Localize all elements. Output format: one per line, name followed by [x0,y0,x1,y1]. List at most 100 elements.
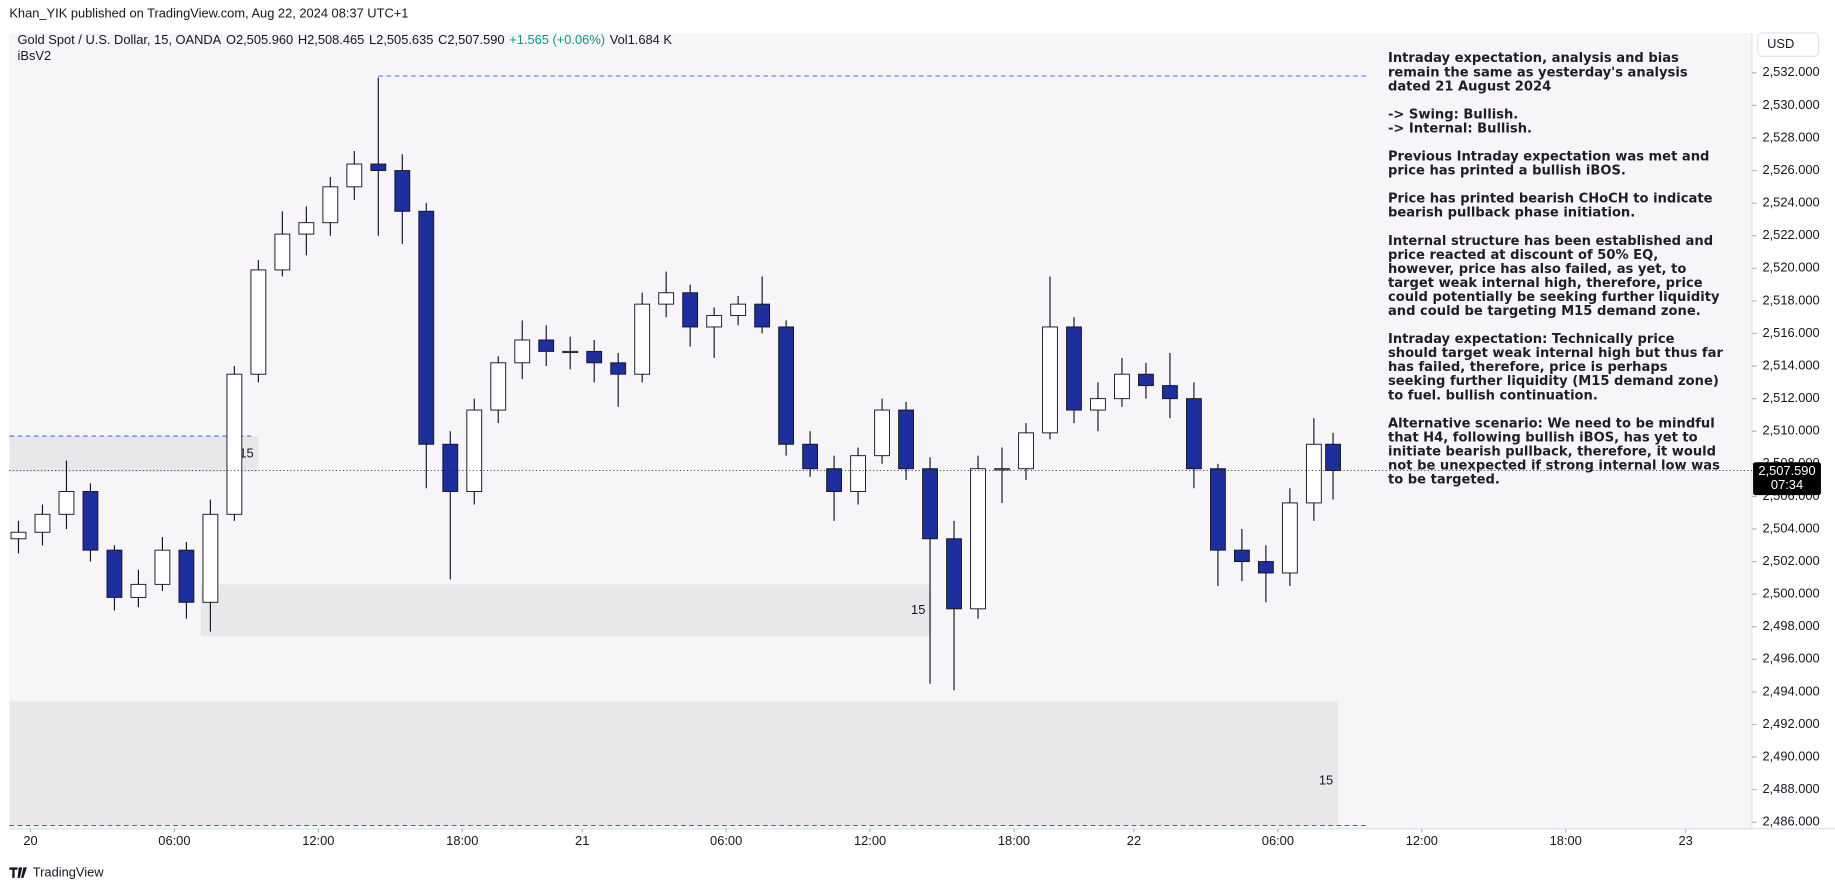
note-paragraph: Price has printed bearish CHoCH to indic… [1387,190,1713,221]
ohlc-value: Vol1.684 K [610,33,673,48]
y-tick-label: 2,498.000 [1762,618,1819,633]
x-tick-label: 06:00 [1262,833,1294,848]
candle-body [850,455,866,492]
y-tick-label: 2,512.000 [1762,390,1819,405]
candle-body [610,362,627,375]
candle-body [778,326,795,445]
note-box: Intraday expectation, analysis and bias … [1388,52,1727,487]
y-tick-label: 2,528.000 [1762,129,1819,144]
price-axis-background [1751,32,1835,829]
y-tick-label: 2,490.000 [1762,748,1819,763]
candle-body [178,549,195,603]
x-tick-label: 18:00 [998,833,1030,848]
ohlc-value: +1.565 (+0.06%) [509,33,605,48]
price-tag-label: 2,507.590 [1758,463,1815,478]
candle-body [1305,443,1322,504]
symbol-legend: Gold Spot / U.S. Dollar, 15, OANDA O2,505… [18,33,673,48]
candle-body [442,443,459,492]
candle-body [202,513,219,603]
candle-body [562,350,579,354]
y-tick-label: 2,492.000 [1762,716,1819,731]
candle-body [994,468,1010,471]
candle-body [154,549,171,585]
y-tick-label: 2,502.000 [1762,553,1819,568]
candle-body [826,468,843,492]
candle-body [250,269,267,375]
candle-body [226,373,243,515]
note-paragraph: Intraday expectation, analysis and bias … [1387,51,1688,94]
x-tick-label: 12:00 [1406,833,1438,848]
ohlc-value: O2,505.960 [226,33,293,48]
y-tick-label: 2,522.000 [1762,227,1819,242]
note-paragraph: Intraday expectation: Technically price … [1387,331,1723,403]
candle-body [106,549,123,598]
candle-body [730,303,747,317]
note-paragraph: -> Swing: Bullish. -> Internal: Bullish. [1387,106,1533,136]
footer-brand: TradingView [33,865,104,880]
candle-body [82,491,99,551]
ohlc-value: L2,505.635 [369,33,433,48]
x-tick-label: 18:00 [446,833,478,848]
candle-body [514,339,531,364]
candle-body [130,583,147,598]
symbol: Gold Spot / U.S. Dollar, 15, OANDA [18,33,222,48]
zone-label: 15 [911,602,925,617]
candle-body [1114,373,1130,400]
ohlc-value: C2,507.590 [438,33,505,48]
candle-body [58,491,75,515]
candle-body [658,292,675,305]
candle-body [706,315,723,328]
x-tick-label: 23 [1679,833,1693,848]
y-tick-label: 2,496.000 [1762,651,1819,666]
candle-body [466,409,483,492]
candle-body [682,292,699,328]
candle-body [490,362,507,411]
candle-body [370,163,387,172]
candle-body [1186,398,1202,470]
candle-body [274,233,291,271]
candle-body [874,409,890,457]
candle-body [346,163,363,188]
y-tick-label: 2,510.000 [1762,423,1819,438]
y-tick-label: 2,530.000 [1762,97,1819,112]
candle-body [322,186,339,224]
zone [9,436,259,472]
zone [9,701,1338,826]
candle-body [394,170,411,212]
candle-body [298,222,315,235]
x-tick-label: 22 [1127,833,1141,848]
x-tick-label: 18:00 [1550,833,1582,848]
x-tick-label: 20 [23,833,37,848]
candle-body [1138,373,1154,387]
price-tag-box [1753,462,1821,496]
y-tick-label: 2,514.000 [1762,357,1819,372]
candle-body [1042,326,1058,434]
x-tick-label: 06:00 [158,833,190,848]
publisher: Khan_YIK published on TradingView.com, A… [9,6,408,21]
candle-body [586,350,603,364]
y-tick-label: 2,532.000 [1762,64,1819,79]
zone-label: 15 [239,445,253,460]
candle-body [1066,326,1082,411]
candle-body [802,443,819,470]
candle-body [946,538,962,610]
ohlc-value: H2,508.465 [298,33,365,48]
candle-body [418,210,435,445]
overlay: 15 15 15 [9,75,1370,826]
currency: USD [1767,36,1794,51]
y-tick-label: 2,488.000 [1762,781,1819,796]
logo-mark [9,867,27,878]
candle-body [1162,385,1178,400]
footer-logo: TradingView [9,865,104,880]
candle-body [922,468,938,540]
candle-body [970,468,986,610]
y-tick-label: 2,516.000 [1762,325,1819,340]
candle-body [898,409,914,470]
note: Intraday expectation, analysis and bias … [1388,52,1727,487]
indicator-name: iBsV2 [18,48,52,63]
y-tick-label: 2,526.000 [1762,162,1819,177]
candle-body [1325,443,1341,471]
candle-body [1281,502,1298,574]
candle-body [634,303,651,375]
